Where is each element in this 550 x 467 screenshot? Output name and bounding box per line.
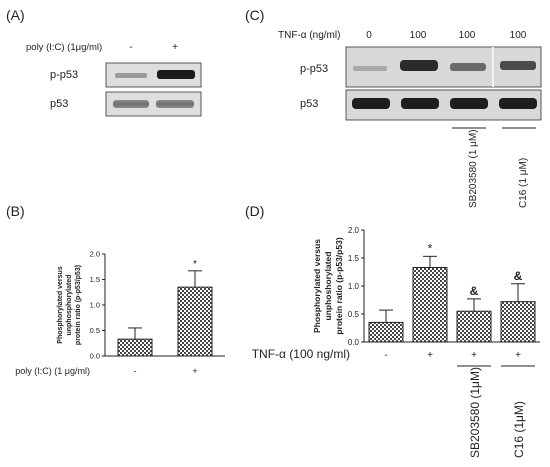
panel-c-blot-1-label: p-p53 [300,63,328,75]
panel-c-blot-1-band-3 [450,63,486,71]
panel-c-blot-1-band-1 [353,66,387,71]
panel-a-blot-2-band-2 [156,100,194,108]
chart-d-bar [500,301,536,343]
chart-d-category-label: - [384,350,387,361]
chart-b-ytick-label: 2.0 [90,250,100,259]
panel-c-lane-3-label: 100 [459,30,476,41]
chart-d-ylabel: Phosphorylated versus unphoshorylated prot… [312,237,344,334]
panel-c-lane-2-label: 100 [410,30,427,41]
chart-d-ytick-label: 1.5 [348,254,360,263]
chart-d-ytick-label: 0.5 [348,310,360,319]
chart-b-bars [117,286,213,357]
chart-d-bar [368,321,404,343]
chart-d-bar [456,310,492,343]
chart-d-significance-mark: & [514,269,523,283]
chart-d-inhibitor-label: SB203580 (1μM) [468,367,482,458]
panel-d-label: (D) [245,203,264,219]
chart-b-ytick-label: 0.5 [90,326,100,335]
chart-b-ytick-label: 1.0 [90,301,100,310]
chart-d-ylabel-line: unphoshorylated [323,252,333,321]
panel-c-blot-2-band-3 [450,98,488,109]
panel-a-blot-2-band-1 [113,100,149,108]
panel-c-blot-2-band-4 [499,98,537,109]
chart-b-category-label: + [192,366,197,376]
panel-a: (A) poly (I:C) (1μg/ml) - + p-p53 p53 [6,7,202,117]
chart-b-ytick-label: 0.0 [90,352,100,361]
chart-d-category-label: + [427,350,433,361]
chart-d-categories: - + + + [384,350,521,361]
chart-d-yticks: 0.0 0.5 1.0 1.5 2.0 [348,226,364,347]
chart-b-errors [128,270,202,340]
chart-d-significance-mark: * [428,241,433,255]
panel-c-blot-1-band-2 [400,60,438,71]
panel-a-blot-1-band-1 [115,73,147,78]
panel-a-lane-2-label: + [172,42,178,53]
panel-c-blot-2-band-1 [352,98,390,109]
chart-d-xlabel: TNF-α (100 ng/ml) [252,347,350,361]
chart-b-sig: * [193,259,197,270]
chart-b-ylabel-line: Phosphorylated versus [57,266,64,344]
chart-b-bar [117,338,153,357]
chart-b-xlabel: poly (I:C) (1 μg/ml) [15,366,90,376]
panel-c-lane-1-label: 0 [366,30,372,41]
panel-a-label: (A) [6,7,25,23]
panel-a-blot-2-label: p53 [50,98,68,110]
chart-b-ytick-label: 1.5 [90,275,100,284]
chart-d-ylabel-line: Phosphorylated versus [312,239,322,333]
panel-c-blot-2-label: p53 [300,98,318,110]
panel-c-blot-1-band-4 [500,61,536,70]
chart-b: Phosphorylated versus unphosphorylated pro… [15,250,225,376]
panel-c-inhibitor-2-label: C16 (1 μM) [518,158,529,208]
chart-d-inhibitor-label: C16 (1μM) [512,401,526,458]
panel-b: (B) Phosphorylated versus unphosphorylate… [6,203,225,376]
chart-d-inhibitors: SB203580 (1μM) C16 (1μM) [457,365,535,458]
chart-d-category-label: + [471,350,477,361]
chart-b-category-label: - [134,366,137,376]
panel-c-label: (C) [245,7,264,23]
panel-a-condition-label: poly (I:C) (1μg/ml) [26,42,102,53]
chart-b-categories: - + [134,366,198,376]
chart-d-significance-mark: & [470,284,479,298]
panel-c: (C) TNF-α (ng/ml) 0 100 100 100 p-p53 p5… [245,7,542,208]
chart-b-ylabel: Phosphorylated versus unphosphorylated pro… [57,265,82,345]
chart-d-bars [368,267,536,343]
chart-b-ylabel-line: unphosphorylated [66,274,73,335]
chart-b-significance-mark: * [193,259,197,270]
panel-d: (D) Phosphorylated versus unphoshorylated… [245,203,540,458]
chart-d-ytick-label: 1.0 [348,282,360,291]
chart-d-bar [412,267,448,343]
panel-a-blot-1-label: p-p53 [50,69,78,81]
chart-d-ytick-label: 0.0 [348,338,360,347]
panel-c-condition-label: TNF-α (ng/ml) [278,30,340,41]
chart-b-bar [177,286,213,357]
chart-d-errors [379,255,525,323]
chart-d-sig: * & & [428,241,523,298]
panel-a-blot-1-band-2 [157,70,195,79]
panel-c-blot-2-band-2 [401,98,439,109]
panel-c-lane-4-label: 100 [510,30,527,41]
chart-d: Phosphorylated versus unphoshorylated prot… [252,226,540,458]
chart-b-yticks: 0.0 0.5 1.0 1.5 2.0 [90,250,105,361]
chart-b-ylabel-line: protein ratio (p-p53/p53) [75,265,82,345]
chart-d-ytick-label: 2.0 [348,226,360,235]
panel-b-label: (B) [6,203,25,219]
panel-a-lane-1-label: - [129,42,132,53]
chart-d-ylabel-line: protein ratio (p-p53/p53) [334,237,344,334]
chart-d-category-label: + [515,350,521,361]
panel-c-inhibitor-1-label: SB203580 (1 μM) [468,129,479,208]
